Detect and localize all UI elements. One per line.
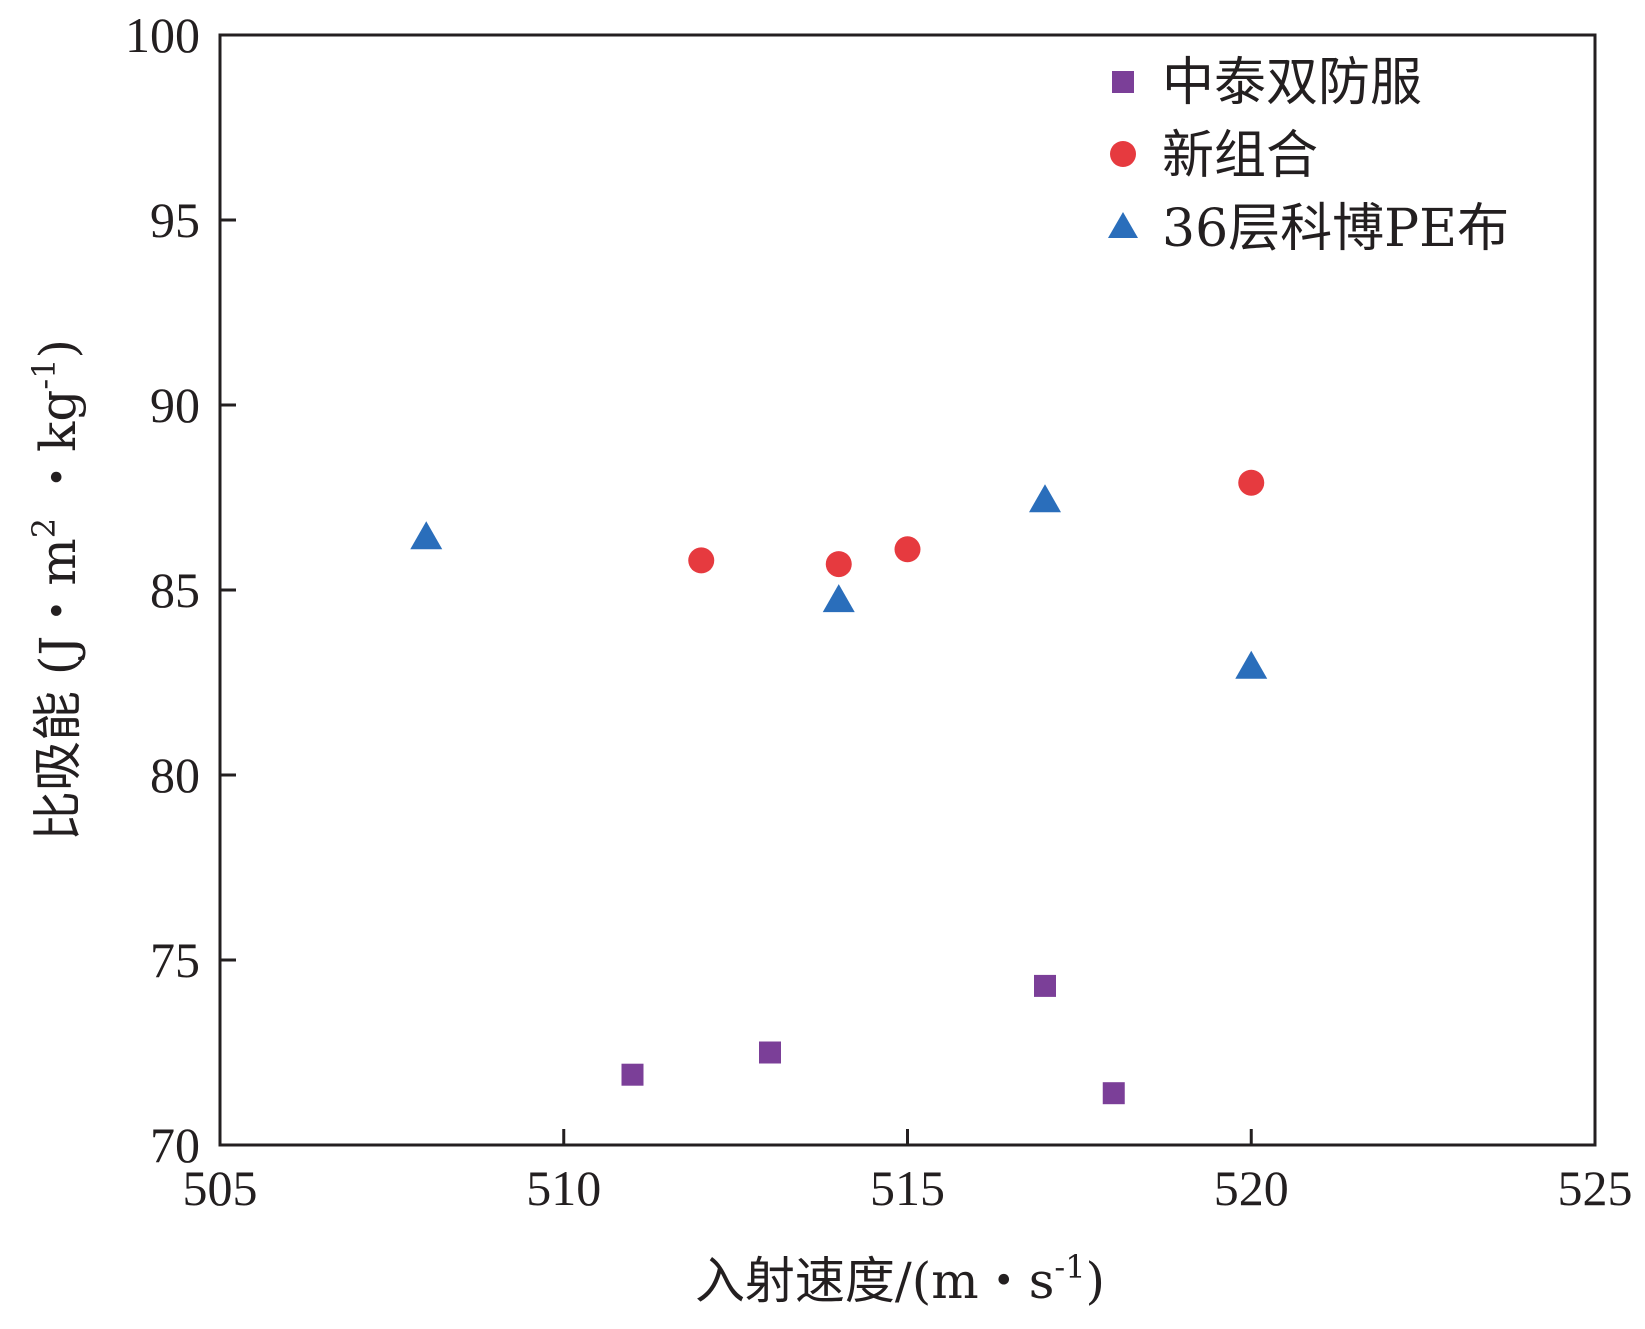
x-tick-label: 525 xyxy=(1558,1160,1633,1216)
y-axis-ticks: 70 75 80 85 90 95 100 xyxy=(125,7,236,1173)
legend-label-series-2: 新组合 xyxy=(1162,126,1318,186)
data-point-series-2 xyxy=(688,547,715,574)
x-axis-label-close: ) xyxy=(1086,1252,1106,1310)
x-axis-label-superscript: -1 xyxy=(1054,1248,1085,1286)
x-axis-label-main: 入射速度/(m・s xyxy=(695,1252,1054,1310)
x-axis-label: 入射速度/(m・s-1) xyxy=(695,1248,1105,1310)
x-tick-label: 510 xyxy=(526,1160,601,1216)
data-point-series-2 xyxy=(1238,469,1265,496)
y-tick-label: 95 xyxy=(150,192,200,248)
legend-label-series-1: 中泰双防服 xyxy=(1162,53,1422,113)
data-point-series-3 xyxy=(822,584,855,613)
data-point-series-3 xyxy=(1029,484,1061,513)
y-axis-label-sup1: 2 xyxy=(25,518,63,538)
y-axis-label: 比吸能 (J・m2 ・kg-1) xyxy=(25,339,87,841)
legend-label-series-3: 36层科博PE布 xyxy=(1162,199,1509,259)
data-point-series-1 xyxy=(1102,1082,1125,1105)
y-axis-label-close: ) xyxy=(29,339,87,359)
data-point-series-2 xyxy=(894,536,921,563)
legend-marker-series-1 xyxy=(1112,71,1134,93)
y-tick-label: 100 xyxy=(125,7,200,63)
data-point-series-3 xyxy=(410,521,443,550)
data-points xyxy=(410,469,1268,1105)
y-axis-label-mid: ・kg xyxy=(29,390,87,518)
y-tick-label: 70 xyxy=(150,1117,200,1173)
data-point-series-3 xyxy=(1235,650,1268,679)
x-tick-label: 505 xyxy=(183,1160,258,1216)
legend: 中泰双防服 新组合 36层科博PE布 xyxy=(1108,53,1509,259)
y-tick-label: 80 xyxy=(150,747,200,803)
x-tick-label: 520 xyxy=(1214,1160,1289,1216)
data-point-series-1 xyxy=(759,1041,781,1064)
x-axis-ticks: 505 510 515 520 525 xyxy=(183,1129,1633,1216)
y-axis-label-main: 比吸能 (J・m xyxy=(29,538,87,841)
y-tick-label: 90 xyxy=(150,377,200,433)
data-point-series-1 xyxy=(1034,974,1056,997)
x-tick-label: 515 xyxy=(870,1160,945,1216)
legend-marker-series-2 xyxy=(1110,141,1136,167)
data-point-series-1 xyxy=(621,1063,644,1086)
y-axis-label-sup2: -1 xyxy=(25,358,63,389)
data-point-series-2 xyxy=(825,551,852,578)
legend-marker-series-3 xyxy=(1108,212,1138,238)
y-tick-label: 75 xyxy=(150,932,200,988)
y-tick-label: 85 xyxy=(150,562,200,618)
